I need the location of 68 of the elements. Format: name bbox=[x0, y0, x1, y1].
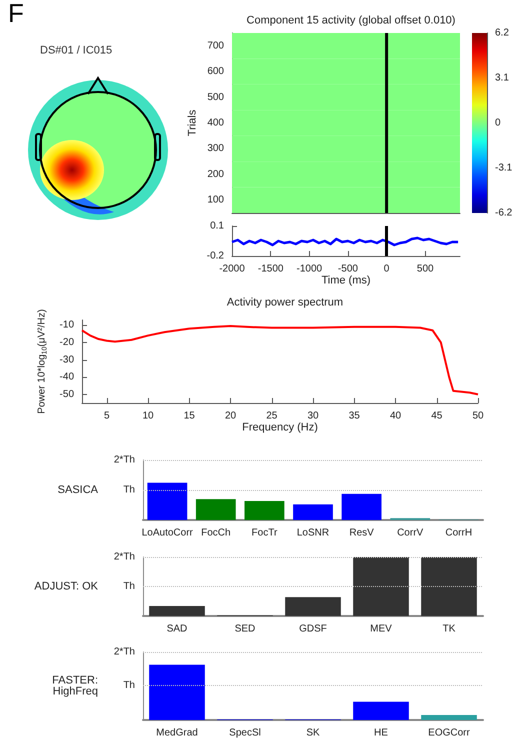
x-tick-label: -1000 bbox=[296, 264, 323, 274]
x-tick-label: FocCh bbox=[201, 528, 231, 538]
x-axis-title: Frequency (Hz) bbox=[242, 421, 318, 434]
x-tick-label: LoAutoCorr bbox=[142, 528, 194, 538]
y-tick-label: 500 bbox=[207, 92, 224, 103]
y-tick-label: 700 bbox=[207, 40, 224, 52]
y-tick-label: 100 bbox=[207, 194, 224, 206]
x-tick-label: SED bbox=[234, 624, 256, 634]
x-tick-label: MEV bbox=[370, 624, 392, 634]
chart-title: Component 15 activity (global offset 0.010) bbox=[246, 14, 456, 26]
x-tick-label: MedGrad bbox=[156, 728, 198, 738]
x-tick-label: 35 bbox=[348, 410, 360, 422]
x-tick-label: 10 bbox=[142, 410, 154, 422]
x-tick-label: EOGCorr bbox=[428, 728, 471, 738]
x-tick-label: -1500 bbox=[258, 264, 284, 274]
y-axis-title: Trials bbox=[186, 109, 198, 136]
x-tick-label: -2000 bbox=[219, 264, 246, 274]
x-tick-label: SK bbox=[306, 728, 320, 738]
chart-title: Activity power spectrum bbox=[226, 296, 344, 308]
y-tick-label: 300 bbox=[207, 143, 224, 154]
x-tick-label: 40 bbox=[390, 410, 402, 422]
ref-line-label: 2*Th bbox=[114, 552, 135, 562]
ref-line-label: 2*Th bbox=[114, 454, 135, 466]
x-tick-label: ResV bbox=[349, 528, 374, 538]
color-bar-label: 3.1 bbox=[495, 72, 510, 84]
y-tick-label: 0.1 bbox=[210, 220, 224, 232]
x-tick-label: CorrH bbox=[445, 528, 472, 538]
color-bar-label: -3.1 bbox=[495, 162, 513, 174]
ref-line-label: 2*Th bbox=[114, 646, 135, 658]
x-tick-label: 15 bbox=[184, 410, 196, 422]
y-axis-title: ADJUST: OK bbox=[34, 580, 99, 592]
x-tick-label: 0 bbox=[384, 264, 390, 274]
x-tick-label: CorrV bbox=[397, 528, 424, 538]
x-tick-label: 20 bbox=[224, 410, 236, 422]
y-tick-label: 600 bbox=[207, 66, 224, 78]
y-tick-label: -40 bbox=[60, 372, 74, 383]
x-tick-label: TK bbox=[442, 624, 456, 634]
ref-line-label: Th bbox=[123, 680, 135, 692]
color-bar-label: 0 bbox=[495, 118, 501, 128]
x-tick-label: -500 bbox=[338, 264, 358, 274]
y-tick-label: 400 bbox=[207, 118, 224, 128]
x-tick-label: HE bbox=[374, 728, 388, 738]
x-tick-label: 45 bbox=[431, 410, 443, 422]
x-axis-title: Time (ms) bbox=[321, 274, 371, 286]
y-tick-label: -0.2 bbox=[206, 250, 224, 262]
y-tick-label: -20 bbox=[60, 336, 74, 348]
y-tick-label: 200 bbox=[207, 168, 224, 180]
x-tick-label: 5 bbox=[104, 410, 110, 422]
text: F bbox=[8, 0, 24, 28]
y-tick-label: -10 bbox=[60, 320, 74, 331]
x-tick-label: 25 bbox=[266, 410, 278, 422]
y-tick-label: -50 bbox=[60, 388, 74, 400]
text: DS#01 / IC015 bbox=[40, 44, 112, 56]
x-tick-label: SpecSl bbox=[229, 728, 261, 738]
x-tick-label: FocTr bbox=[252, 528, 278, 538]
x-tick-label: LoSNR bbox=[296, 528, 330, 538]
x-tick-label: 500 bbox=[416, 264, 434, 274]
color-bar-label: -6.2 bbox=[495, 208, 513, 218]
y-axis-title: SASICA bbox=[58, 484, 99, 496]
ref-line-label: Th bbox=[123, 484, 135, 496]
x-tick-label: SAD bbox=[166, 624, 188, 634]
y-tick-label: -30 bbox=[60, 354, 74, 366]
x-tick-label: 30 bbox=[307, 410, 319, 422]
x-tick-label: 50 bbox=[472, 410, 484, 422]
y-axis-title: FASTER: HighFreq bbox=[52, 674, 98, 698]
x-tick-label: GDSF bbox=[299, 624, 327, 634]
color-bar-label: 6.2 bbox=[495, 28, 510, 38]
ref-line-label: Th bbox=[123, 581, 135, 592]
